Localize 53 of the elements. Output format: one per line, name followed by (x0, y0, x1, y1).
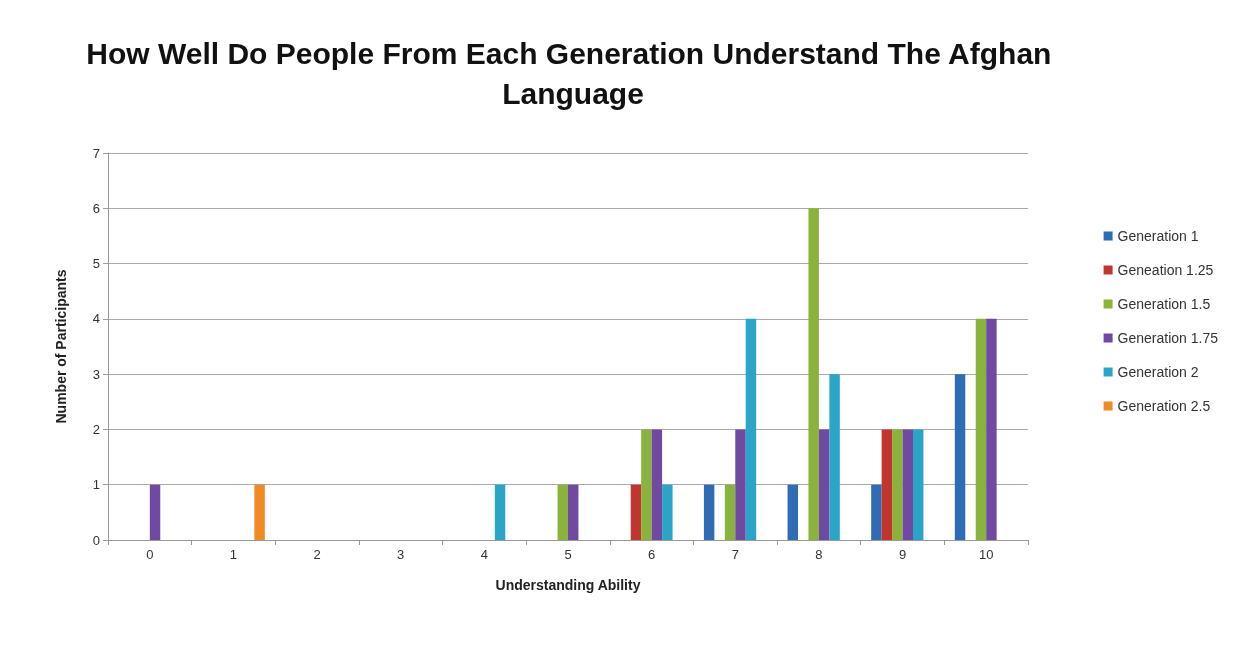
y-axis-title: Number of Participants (53, 269, 69, 424)
y-tick-label: 7 (92, 145, 100, 161)
bar (954, 374, 966, 540)
bar (986, 318, 997, 540)
bar (568, 484, 579, 540)
y-tick-label: 3 (92, 366, 100, 382)
legend-label: Generation 1.5 (1117, 296, 1211, 312)
y-tick-label: 4 (92, 311, 100, 327)
y-tick-label: 2 (92, 421, 100, 437)
legend-label: Geneation 1.25 (1117, 262, 1214, 278)
x-tick-label: 8 (815, 547, 823, 562)
bar (829, 374, 840, 540)
bar (703, 484, 715, 540)
legend-label: Generation 2 (1117, 364, 1199, 380)
x-tick-label: 2 (313, 547, 321, 562)
x-tick-label: 4 (480, 547, 488, 562)
bar (818, 429, 830, 540)
x-tick-label: 0 (146, 547, 154, 562)
bar (557, 484, 568, 540)
bar (149, 484, 161, 540)
x-tick-label: 5 (564, 547, 572, 562)
bar (787, 484, 798, 540)
bar (975, 318, 987, 540)
bar (871, 484, 882, 540)
bar (254, 484, 265, 540)
bar (902, 429, 913, 540)
bar (745, 318, 757, 540)
x-tick-label: 3 (397, 547, 405, 562)
bar (735, 429, 746, 540)
bar (630, 484, 642, 540)
bar (892, 429, 903, 540)
x-tick-label: 7 (731, 547, 739, 562)
bar (494, 484, 506, 540)
x-tick-label: 1 (229, 547, 238, 562)
x-tick-label: 9 (898, 547, 907, 562)
x-axis-title: Understanding Ability (495, 577, 641, 593)
legend-label: Generation 2.5 (1117, 398, 1211, 414)
x-tick-label: 10 (978, 547, 994, 562)
bar (808, 208, 819, 540)
bar (662, 484, 673, 540)
y-tick-label: 6 (92, 200, 100, 216)
legend-label: Generation 1.75 (1117, 330, 1219, 346)
bar (724, 484, 736, 540)
bar (913, 429, 924, 540)
x-tick-label: 6 (648, 547, 656, 562)
y-tick-label: 1 (92, 477, 100, 493)
y-tick-label: 0 (92, 532, 100, 548)
y-tick-label: 5 (92, 256, 100, 272)
bar (651, 429, 663, 540)
bar (641, 429, 652, 540)
chart-title: How Well Do People From Each Generation Understand The Afghan Language (86, 36, 1060, 110)
bar (881, 429, 893, 540)
legend-label: Generation 1 (1117, 228, 1199, 244)
